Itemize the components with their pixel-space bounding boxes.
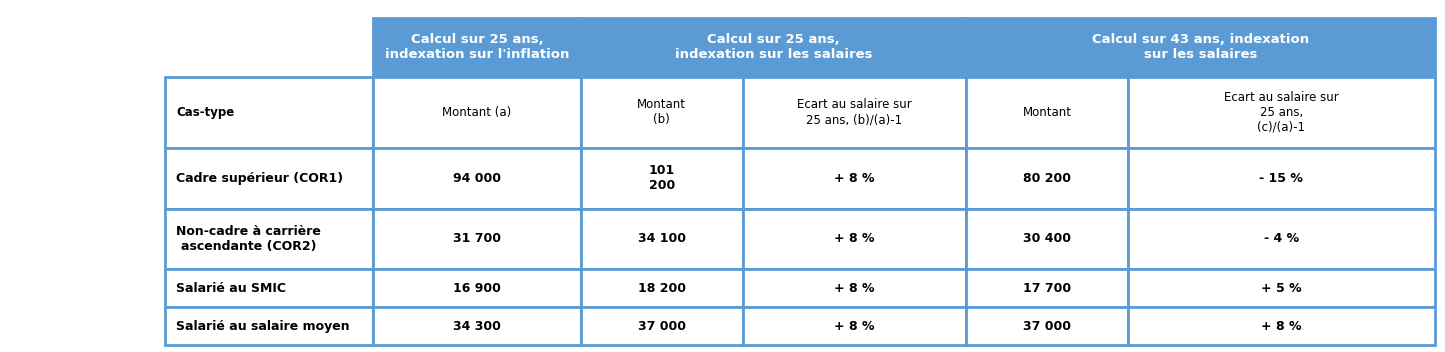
Text: 18 200: 18 200 [637, 282, 686, 295]
Text: 17 700: 17 700 [1023, 282, 1071, 295]
Text: Montant: Montant [1023, 106, 1072, 119]
Text: 101
200: 101 200 [649, 164, 675, 192]
Text: 80 200: 80 200 [1023, 172, 1071, 185]
Bar [581, 307, 743, 345]
Bar [373, 76, 581, 148]
Text: Cadre supérieur (COR1): Cadre supérieur (COR1) [176, 172, 344, 185]
Text: Ecart au salaire sur
25 ans, (b)/(a)-1: Ecart au salaire sur 25 ans, (b)/(a)-1 [798, 98, 912, 126]
Text: Ecart au salaire sur
25 ans,
(c)/(a)-1: Ecart au salaire sur 25 ans, (c)/(a)-1 [1224, 91, 1338, 134]
Bar [743, 209, 967, 269]
Bar [165, 148, 373, 209]
Text: 34 100: 34 100 [637, 232, 686, 245]
Text: 37 000: 37 000 [1023, 320, 1071, 333]
Text: 31 700: 31 700 [454, 232, 501, 245]
Text: - 15 %: - 15 % [1260, 172, 1303, 185]
Text: + 5 %: + 5 % [1261, 282, 1302, 295]
Bar [967, 269, 1127, 307]
Bar [373, 269, 581, 307]
Text: Calcul sur 25 ans,
indexation sur l'inflation: Calcul sur 25 ans, indexation sur l'infl… [384, 33, 569, 61]
Text: Salarié au salaire moyen: Salarié au salaire moyen [176, 320, 350, 333]
Text: + 8 %: + 8 % [834, 282, 874, 295]
Text: Calcul sur 43 ans, indexation
sur les salaires: Calcul sur 43 ans, indexation sur les sa… [1092, 33, 1309, 61]
Bar [581, 76, 743, 148]
Bar [743, 76, 967, 148]
Bar [1127, 148, 1435, 209]
Text: Montant (a): Montant (a) [442, 106, 512, 119]
Text: + 8 %: + 8 % [834, 232, 874, 245]
Text: Non-cadre à carrière
ascendante (COR2): Non-cadre à carrière ascendante (COR2) [176, 225, 321, 253]
Bar [581, 18, 967, 76]
Bar [581, 209, 743, 269]
Bar [165, 269, 373, 307]
Bar [581, 148, 743, 209]
Text: + 8 %: + 8 % [834, 320, 874, 333]
Text: 16 900: 16 900 [454, 282, 501, 295]
Text: Montant
(b): Montant (b) [637, 98, 686, 126]
Bar [1127, 76, 1435, 148]
Bar [1127, 209, 1435, 269]
Text: + 8 %: + 8 % [1261, 320, 1302, 333]
Bar [967, 76, 1127, 148]
Bar [373, 209, 581, 269]
Bar [165, 307, 373, 345]
Text: Calcul sur 25 ans,
indexation sur les salaires: Calcul sur 25 ans, indexation sur les sa… [675, 33, 873, 61]
Text: 30 400: 30 400 [1023, 232, 1071, 245]
Bar [967, 209, 1127, 269]
Bar [1127, 269, 1435, 307]
Bar [967, 148, 1127, 209]
Bar [581, 269, 743, 307]
Text: Salarié au SMIC: Salarié au SMIC [176, 282, 286, 295]
Bar [743, 269, 967, 307]
Bar [743, 148, 967, 209]
Bar [165, 209, 373, 269]
Bar [165, 18, 373, 76]
Bar [967, 18, 1435, 76]
Text: - 4 %: - 4 % [1264, 232, 1299, 245]
Text: Cas-type: Cas-type [176, 106, 234, 119]
Text: 34 300: 34 300 [454, 320, 501, 333]
Text: 94 000: 94 000 [454, 172, 501, 185]
Bar [373, 148, 581, 209]
Bar [373, 18, 581, 76]
Bar [1127, 307, 1435, 345]
Text: 37 000: 37 000 [637, 320, 686, 333]
Text: + 8 %: + 8 % [834, 172, 874, 185]
Bar [743, 307, 967, 345]
Bar [165, 76, 373, 148]
Bar [373, 307, 581, 345]
Bar [967, 307, 1127, 345]
